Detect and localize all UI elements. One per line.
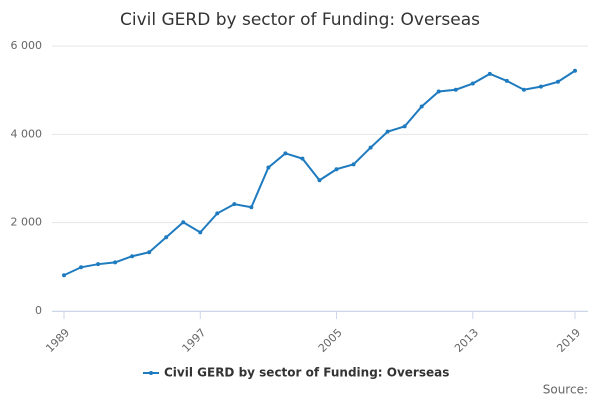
point: [147, 250, 152, 255]
point: [351, 162, 356, 167]
point: [317, 178, 322, 183]
legend-label: Civil GERD by sector of Funding: Oversea…: [164, 366, 449, 380]
point: [198, 230, 203, 235]
point: [402, 124, 407, 129]
point: [215, 211, 220, 216]
point: [96, 262, 101, 267]
point: [521, 87, 526, 92]
point: [113, 260, 118, 265]
point: [232, 202, 237, 207]
point: [538, 84, 543, 89]
point: [300, 156, 305, 161]
chart-title: Civil GERD by sector of Funding: Oversea…: [120, 10, 480, 30]
point: [419, 104, 424, 109]
point: [573, 68, 577, 73]
point: [164, 235, 169, 240]
point: [368, 145, 373, 150]
point: [130, 254, 135, 259]
point: [487, 71, 492, 76]
point: [266, 165, 271, 170]
point: [555, 79, 560, 84]
point: [79, 265, 84, 270]
x-tick-label: 2005: [316, 326, 345, 355]
x-tick-label: 1997: [180, 326, 209, 355]
point: [249, 205, 254, 210]
x-tick-label: 2019: [554, 326, 583, 355]
point: [453, 87, 458, 92]
point: [334, 167, 339, 172]
source: Source:: [543, 383, 588, 397]
legend-marker: [149, 371, 153, 375]
series-line: [63, 69, 576, 277]
y-tick-label: 6 000: [11, 39, 43, 52]
point: [436, 89, 441, 94]
point: [385, 129, 390, 134]
point: [283, 151, 288, 156]
x-tick-label: 1989: [43, 326, 72, 355]
point: [62, 273, 66, 278]
point: [181, 220, 186, 225]
point: [470, 81, 475, 86]
point: [504, 78, 509, 83]
y-tick-label: 2 000: [11, 216, 43, 229]
y-tick-label: 0: [35, 304, 42, 317]
y-tick-label: 4 000: [11, 127, 43, 140]
x-tick-label: 2013: [452, 326, 481, 355]
